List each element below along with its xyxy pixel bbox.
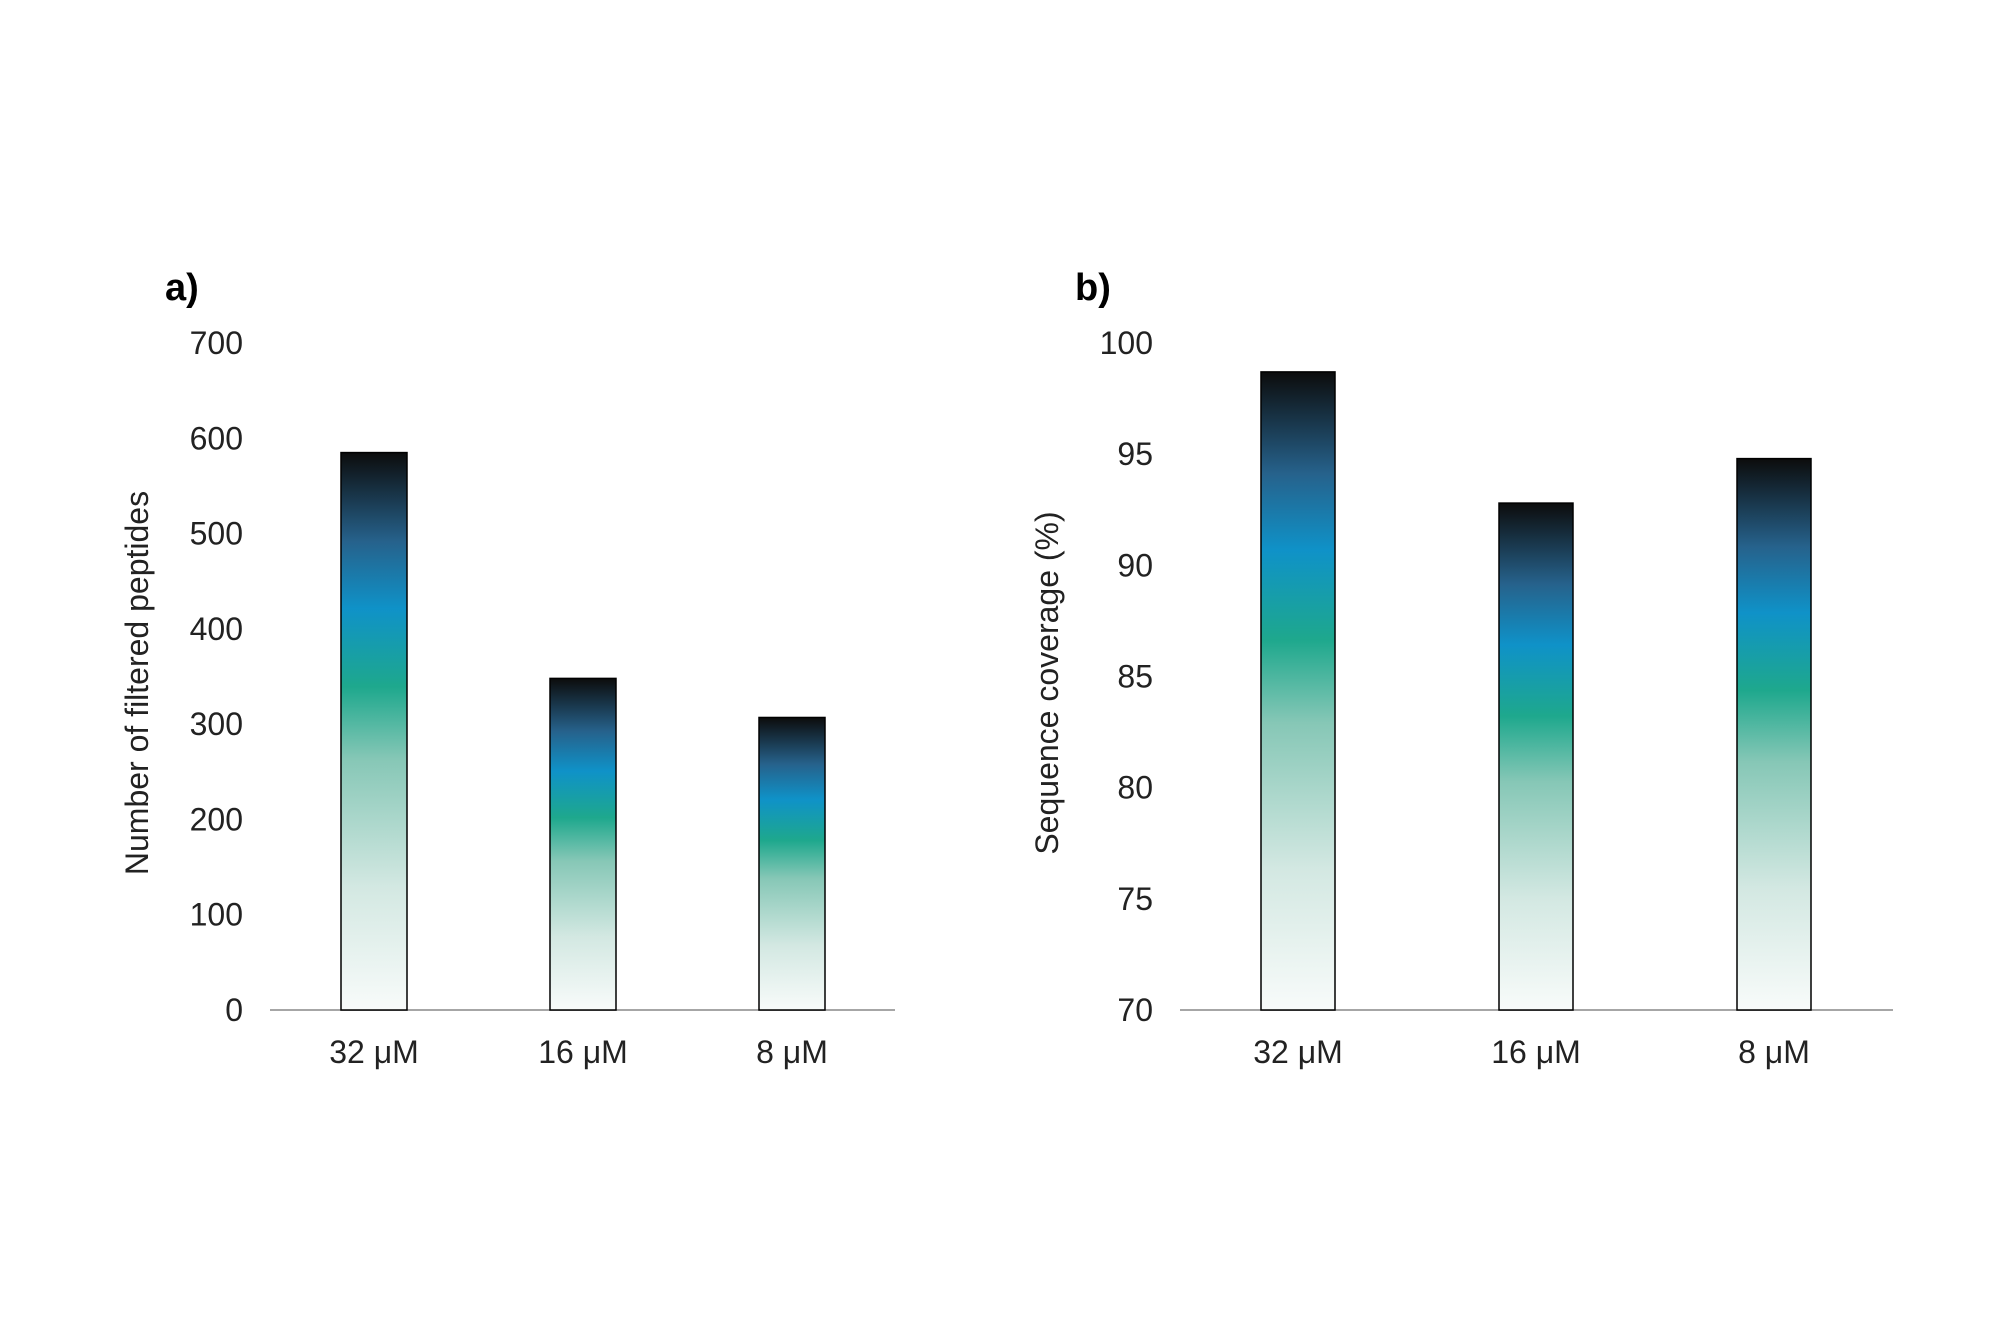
x-tick-label: 32 μM bbox=[1253, 1034, 1343, 1070]
y-tick-label: 90 bbox=[1117, 547, 1153, 583]
y-tick-label: 70 bbox=[1117, 992, 1153, 1028]
y-tick-label: 75 bbox=[1117, 881, 1153, 917]
y-tick-label: 80 bbox=[1117, 770, 1153, 806]
y-tick-label: 100 bbox=[1100, 325, 1153, 361]
chart-filtered-peptides: a) Number of filtered peptides 0 100 200 30… bbox=[119, 267, 895, 1070]
y-tick-label: 300 bbox=[190, 706, 243, 742]
y-axis-title-b: Sequence coverage (%) bbox=[1029, 511, 1065, 854]
y-tick-label: 500 bbox=[190, 516, 243, 552]
bar-3 bbox=[1736, 457, 1812, 1011]
y-tick-label: 700 bbox=[190, 325, 243, 361]
x-tick-label: 16 μM bbox=[538, 1034, 628, 1070]
y-tick-label: 400 bbox=[190, 611, 243, 647]
chart-sequence-coverage: b) Sequence coverage (%) 70 75 80 85 90 95 100… bbox=[1029, 267, 1893, 1070]
x-ticks-a: 32 μM 16 μM 8 μM bbox=[329, 1034, 828, 1070]
y-tick-label: 100 bbox=[190, 897, 243, 933]
y-tick-label: 85 bbox=[1117, 659, 1153, 695]
x-ticks-b: 32 μM 16 μM 8 μM bbox=[1253, 1034, 1810, 1070]
y-tick-label: 200 bbox=[190, 801, 243, 837]
bar-1 bbox=[1260, 371, 1336, 1011]
bar-3 bbox=[758, 716, 826, 1011]
x-tick-label: 32 μM bbox=[329, 1034, 419, 1070]
panel-label-b: b) bbox=[1075, 267, 1111, 309]
y-tick-label: 0 bbox=[225, 992, 243, 1028]
y-ticks-a: 0 100 200 300 400 500 600 700 bbox=[190, 325, 243, 1028]
y-axis-title-a: Number of filtered peptides bbox=[119, 491, 155, 875]
y-tick-label: 600 bbox=[190, 420, 243, 456]
bars-a bbox=[340, 451, 826, 1011]
bar-2 bbox=[549, 677, 617, 1011]
x-tick-label: 16 μM bbox=[1491, 1034, 1581, 1070]
x-tick-label: 8 μM bbox=[756, 1034, 828, 1070]
panel-label-a: a) bbox=[165, 267, 199, 309]
bar-2 bbox=[1498, 502, 1574, 1011]
bar-1 bbox=[340, 451, 408, 1011]
y-tick-label: 95 bbox=[1117, 436, 1153, 472]
bars-b bbox=[1260, 371, 1812, 1011]
y-ticks-b: 70 75 80 85 90 95 100 bbox=[1100, 325, 1153, 1028]
x-tick-label: 8 μM bbox=[1738, 1034, 1810, 1070]
